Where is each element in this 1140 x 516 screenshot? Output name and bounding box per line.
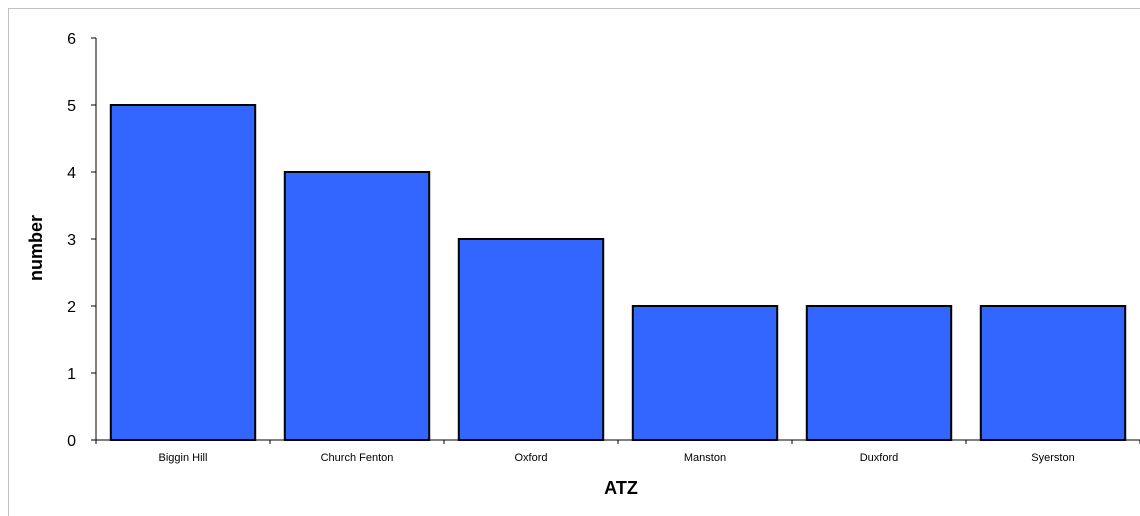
bar bbox=[109, 104, 257, 441]
bar bbox=[805, 305, 953, 441]
y-tick-label: 4 bbox=[67, 165, 76, 182]
y-tick-label: 5 bbox=[67, 98, 76, 115]
y-tick-label: 0 bbox=[67, 433, 76, 450]
y-tick-label: 1 bbox=[67, 366, 76, 383]
y-tick-labels: 0 1 2 3 4 5 6 bbox=[67, 31, 76, 450]
x-category-labels: Biggin Hill Church Fenton Oxford Manston Dux… bbox=[159, 452, 1075, 464]
y-tick-label: 3 bbox=[67, 232, 76, 249]
y-tick-label: 6 bbox=[67, 31, 76, 48]
bar bbox=[979, 305, 1127, 441]
y-axis-title: number bbox=[26, 215, 46, 281]
frame-border-left bbox=[8, 8, 9, 516]
x-category-label: Biggin Hill bbox=[159, 452, 208, 464]
x-category-label: Syerston bbox=[1031, 452, 1074, 464]
x-category-label: Manston bbox=[684, 452, 726, 464]
bars bbox=[109, 104, 1127, 441]
x-category-label: Church Fenton bbox=[321, 452, 394, 464]
x-category-label: Duxford bbox=[860, 452, 899, 464]
bar bbox=[283, 171, 431, 441]
frame-border-top bbox=[8, 8, 1140, 9]
y-tick-label: 2 bbox=[67, 299, 76, 316]
axes bbox=[91, 37, 1140, 444]
x-category-label: Oxford bbox=[514, 452, 547, 464]
bar bbox=[631, 305, 779, 441]
x-axis-title: ATZ bbox=[604, 478, 638, 498]
bar bbox=[457, 238, 605, 441]
